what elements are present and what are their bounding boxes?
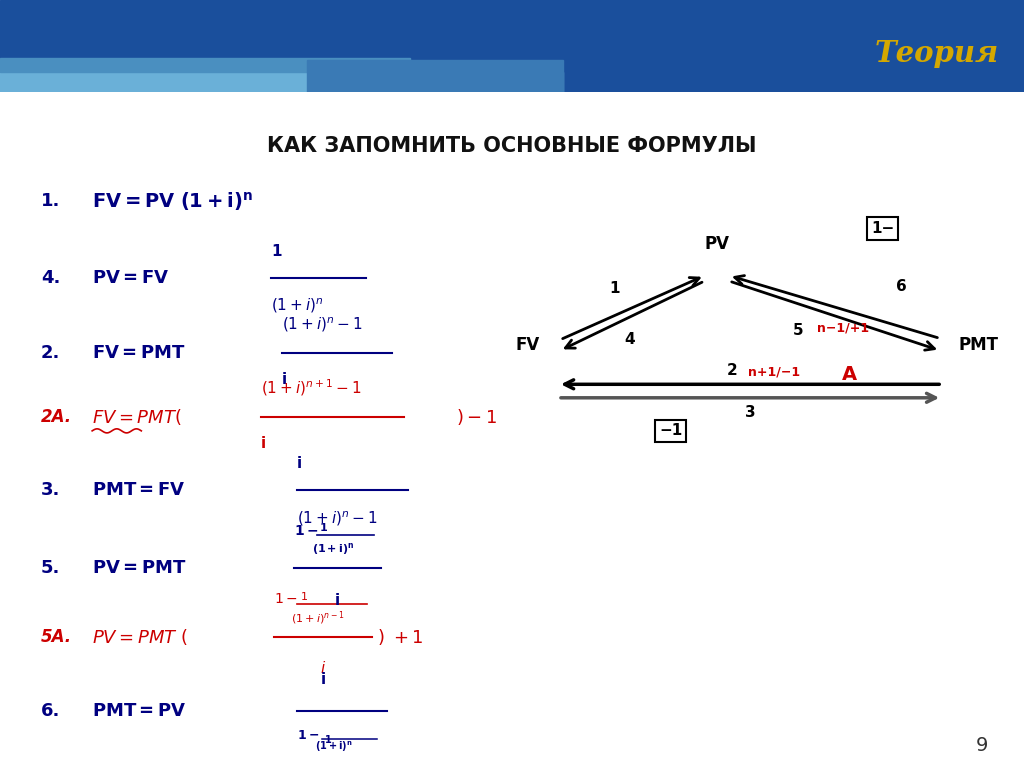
Text: $\it{(1+i)^{n-1}}$: $\it{(1+i)^{n-1}}$ [291,610,344,627]
Text: $\it{)\ +1}$: $\it{)\ +1}$ [377,627,424,647]
Text: $\bf{(1+i)^n}$: $\bf{(1+i)^n}$ [312,541,354,557]
Text: n−1/+1: n−1/+1 [817,321,869,334]
Text: $\bf{i}$: $\bf{i}$ [335,591,340,607]
Text: 1.: 1. [41,193,60,210]
Text: 5: 5 [794,323,804,338]
Text: $\bf{FV = PMT}$: $\bf{FV = PMT}$ [92,344,185,362]
Text: $(1+i)^n-1$: $(1+i)^n-1$ [282,316,362,334]
Text: i: i [261,436,266,451]
Text: PMT: PMT [958,336,998,354]
Text: $\it{1}$: $\it{1}$ [300,590,308,601]
Text: 1: 1 [271,244,282,258]
Bar [0,58,410,72]
Text: $\bf{PV = FV}$: $\bf{PV = FV}$ [92,268,170,287]
Text: $\it{) - 1}$: $\it{) - 1}$ [456,407,497,427]
Text: $\bf{1}$: $\bf{1}$ [319,521,329,533]
Text: n+1/−1: n+1/−1 [748,366,800,379]
Text: FV: FV [515,336,540,354]
Text: $\bf{1-}$: $\bf{1-}$ [294,524,318,538]
Text: i: i [297,456,302,472]
Text: $\bf{PMT = PV}$: $\bf{PMT = PV}$ [92,702,186,720]
Text: 5.: 5. [41,559,60,577]
Text: Теория: Теория [874,39,998,68]
Text: КАК ЗАПОМНИТЬ ОСНОВНЫЕ ФОРМУЛЫ: КАК ЗАПОМНИТЬ ОСНОВНЫЕ ФОРМУЛЫ [267,136,757,156]
Bar [0,72,563,92]
Text: 5A.: 5A. [41,627,72,646]
Text: $(1+i)^n-1$: $(1+i)^n-1$ [297,509,378,528]
Text: A: A [843,365,857,384]
Text: $\it{i}$: $\it{i}$ [319,660,327,676]
Text: $(1+i)^n$: $(1+i)^n$ [271,297,324,315]
Text: 2: 2 [727,363,737,377]
Text: 3: 3 [744,404,756,420]
Text: 1: 1 [609,281,620,296]
Text: $\bf{PV = PMT}$: $\bf{PV = PMT}$ [92,559,186,577]
Text: $\it{FV = PMT(}$: $\it{FV = PMT(}$ [92,407,182,427]
Text: $\it{1-}$: $\it{1-}$ [274,592,298,607]
Text: 2.: 2. [41,344,60,362]
Text: 1−: 1− [871,221,894,236]
Text: i: i [282,372,287,387]
Text: 4.: 4. [41,268,60,287]
Text: $\bf{1-}$: $\bf{1-}$ [297,729,319,742]
Text: PV: PV [705,235,729,252]
Text: 9: 9 [976,736,988,755]
Text: 3.: 3. [41,481,60,499]
Text: 4: 4 [625,332,635,347]
Text: $(1+i)^{n+1}-1$: $(1+i)^{n+1}-1$ [261,378,361,399]
Text: $\bf{PMT = FV}$: $\bf{PMT = FV}$ [92,481,185,499]
Text: $\bf{i}$: $\bf{i}$ [319,671,326,687]
Bar [307,60,563,92]
Text: 2A.: 2A. [41,408,72,426]
Text: $\bf{FV = PV\ (1+i)^n}$: $\bf{FV = PV\ (1+i)^n}$ [92,190,253,213]
Text: $\bf{(1+i)^n}$: $\bf{(1+i)^n}$ [315,740,353,755]
Text: −1: −1 [659,423,682,439]
Text: $\it{PV = PMT\ (}$: $\it{PV = PMT\ (}$ [92,627,188,647]
Text: 6: 6 [896,279,906,295]
Text: $\bf{1}$: $\bf{1}$ [324,733,332,746]
Text: 6.: 6. [41,702,60,720]
